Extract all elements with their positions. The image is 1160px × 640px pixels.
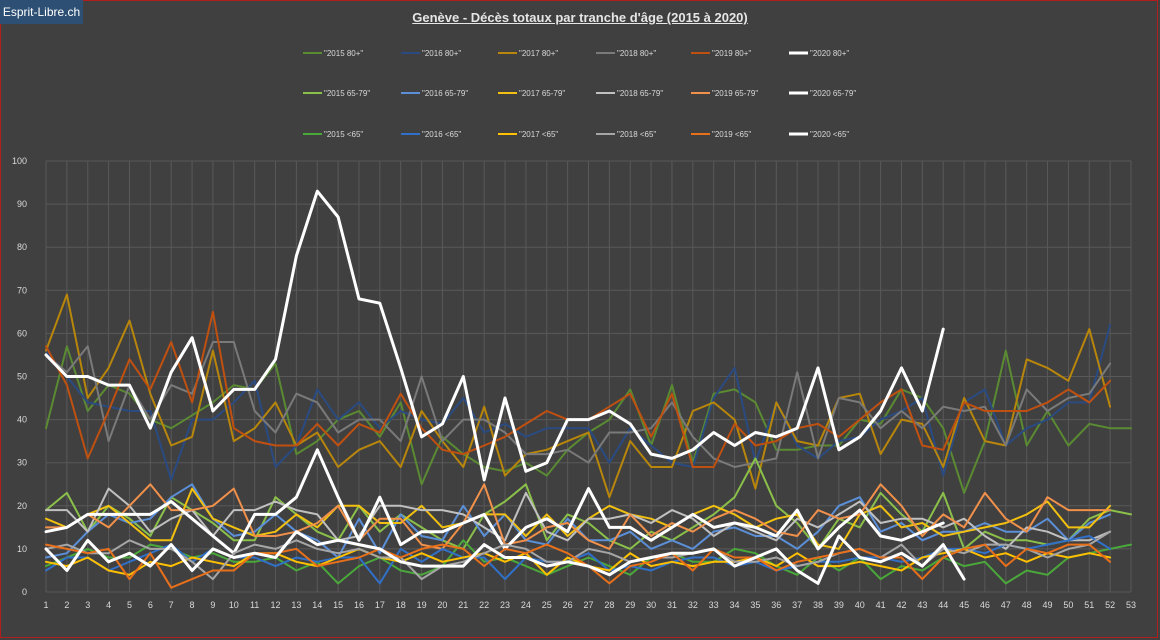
x-tick-label: 45 — [959, 600, 969, 610]
x-tick-label: 27 — [583, 600, 593, 610]
legend-label: "2020 <65" — [810, 130, 849, 139]
y-tick-label: 0 — [22, 587, 27, 597]
x-tick-label: 3 — [85, 600, 90, 610]
series-line-7 — [45, 483, 1112, 559]
x-tick-label: 18 — [396, 600, 406, 610]
x-tick-label: 19 — [417, 600, 427, 610]
x-tick-label: 48 — [1022, 600, 1032, 610]
y-tick-label: 70 — [17, 285, 27, 295]
x-tick-label: 10 — [229, 600, 239, 610]
x-tick-label: 35 — [750, 600, 760, 610]
x-tick-label: 8 — [190, 600, 195, 610]
y-tick-label: 50 — [17, 372, 27, 382]
x-tick-label: 39 — [834, 600, 844, 610]
x-tick-label: 31 — [667, 600, 677, 610]
x-tick-label: 51 — [1084, 600, 1094, 610]
x-tick-label: 37 — [792, 600, 802, 610]
legend-label: "2017 80+" — [519, 49, 558, 58]
x-tick-label: 13 — [291, 600, 301, 610]
y-tick-label: 20 — [17, 501, 27, 511]
legend-label: "2015 65-79" — [324, 89, 370, 98]
chart-title: Genève - Décès totaux par tranche d'âge … — [412, 10, 748, 25]
x-tick-label: 17 — [375, 600, 385, 610]
x-tick-label: 42 — [896, 600, 906, 610]
y-tick-label: 10 — [17, 544, 27, 554]
series-line-10 — [45, 483, 1112, 550]
x-tick-label: 29 — [625, 600, 635, 610]
x-tick-label: 40 — [855, 600, 865, 610]
series-line-2 — [45, 293, 1112, 499]
legend-label: "2018 80+" — [617, 49, 656, 58]
x-tick-label: 1 — [43, 600, 48, 610]
y-tick-label: 80 — [17, 242, 27, 252]
x-tick-label: 21 — [458, 600, 468, 610]
x-tick-label: 50 — [1063, 600, 1073, 610]
x-tick-label: 6 — [148, 600, 153, 610]
series-line-5 — [44, 189, 945, 482]
y-tick-label: 30 — [17, 458, 27, 468]
legend-label: "2016 80+" — [422, 49, 461, 58]
x-tick-label: 11 — [250, 600, 259, 610]
legend-label: "2017 <65" — [519, 130, 558, 139]
legend-label: "2020 65-79" — [810, 89, 856, 98]
x-tick-label: 15 — [333, 600, 343, 610]
legend-label: "2016 65-79" — [422, 89, 468, 98]
brand-badge[interactable]: Esprit-Libre.ch — [0, 0, 83, 24]
series-line-9 — [45, 487, 1112, 550]
legend-label: "2017 65-79" — [519, 89, 565, 98]
y-tick-label: 90 — [17, 199, 27, 209]
x-tick-label: 44 — [938, 600, 948, 610]
y-tick-label: 100 — [12, 156, 27, 166]
series-line-6 — [45, 457, 1132, 550]
legend-label: "2019 <65" — [712, 130, 751, 139]
x-tick-label: 49 — [1043, 600, 1053, 610]
legend-label: "2019 65-79" — [712, 89, 758, 98]
legend-label: "2020 80+" — [810, 49, 849, 58]
legend-label: "2018 65-79" — [617, 89, 663, 98]
series-line-1 — [45, 323, 1112, 481]
x-tick-label: 2 — [64, 600, 69, 610]
legend-label: "2015 <65" — [324, 130, 363, 139]
x-tick-label: 41 — [876, 600, 886, 610]
x-tick-label: 30 — [646, 600, 656, 610]
legend-label: "2016 <65" — [422, 130, 461, 139]
legend-label: "2015 80+" — [324, 49, 363, 58]
x-tick-label: 34 — [730, 600, 740, 610]
x-tick-label: 36 — [771, 600, 781, 610]
x-tick-label: 28 — [604, 600, 614, 610]
x-tick-label: 47 — [1001, 600, 1011, 610]
x-tick-label: 23 — [500, 600, 510, 610]
series-line-17 — [44, 530, 966, 585]
x-tick-label: 25 — [542, 600, 552, 610]
x-tick-label: 46 — [980, 600, 990, 610]
series-line-11 — [44, 448, 945, 555]
x-tick-label: 16 — [354, 600, 364, 610]
y-tick-label: 60 — [17, 328, 27, 338]
x-tick-label: 4 — [106, 600, 111, 610]
x-tick-label: 5 — [127, 600, 132, 610]
x-tick-label: 24 — [521, 600, 531, 610]
x-tick-label: 22 — [479, 600, 489, 610]
x-tick-label: 43 — [917, 600, 927, 610]
x-tick-label: 38 — [813, 600, 823, 610]
x-tick-label: 14 — [312, 600, 322, 610]
series-line-3 — [45, 341, 1112, 468]
x-tick-label: 52 — [1105, 600, 1115, 610]
legend-label: "2019 80+" — [712, 49, 751, 58]
x-tick-label: 53 — [1126, 600, 1136, 610]
legend-label: "2018 <65" — [617, 130, 656, 139]
x-tick-label: 20 — [437, 600, 447, 610]
x-tick-label: 26 — [563, 600, 573, 610]
x-tick-label: 32 — [688, 600, 698, 610]
y-tick-label: 40 — [17, 415, 27, 425]
series-line-12 — [45, 539, 1132, 585]
x-tick-label: 9 — [210, 600, 215, 610]
series-line-16 — [45, 543, 1112, 589]
x-tick-label: 7 — [169, 600, 174, 610]
x-tick-label: 12 — [271, 600, 281, 610]
x-tick-label: 33 — [709, 600, 719, 610]
